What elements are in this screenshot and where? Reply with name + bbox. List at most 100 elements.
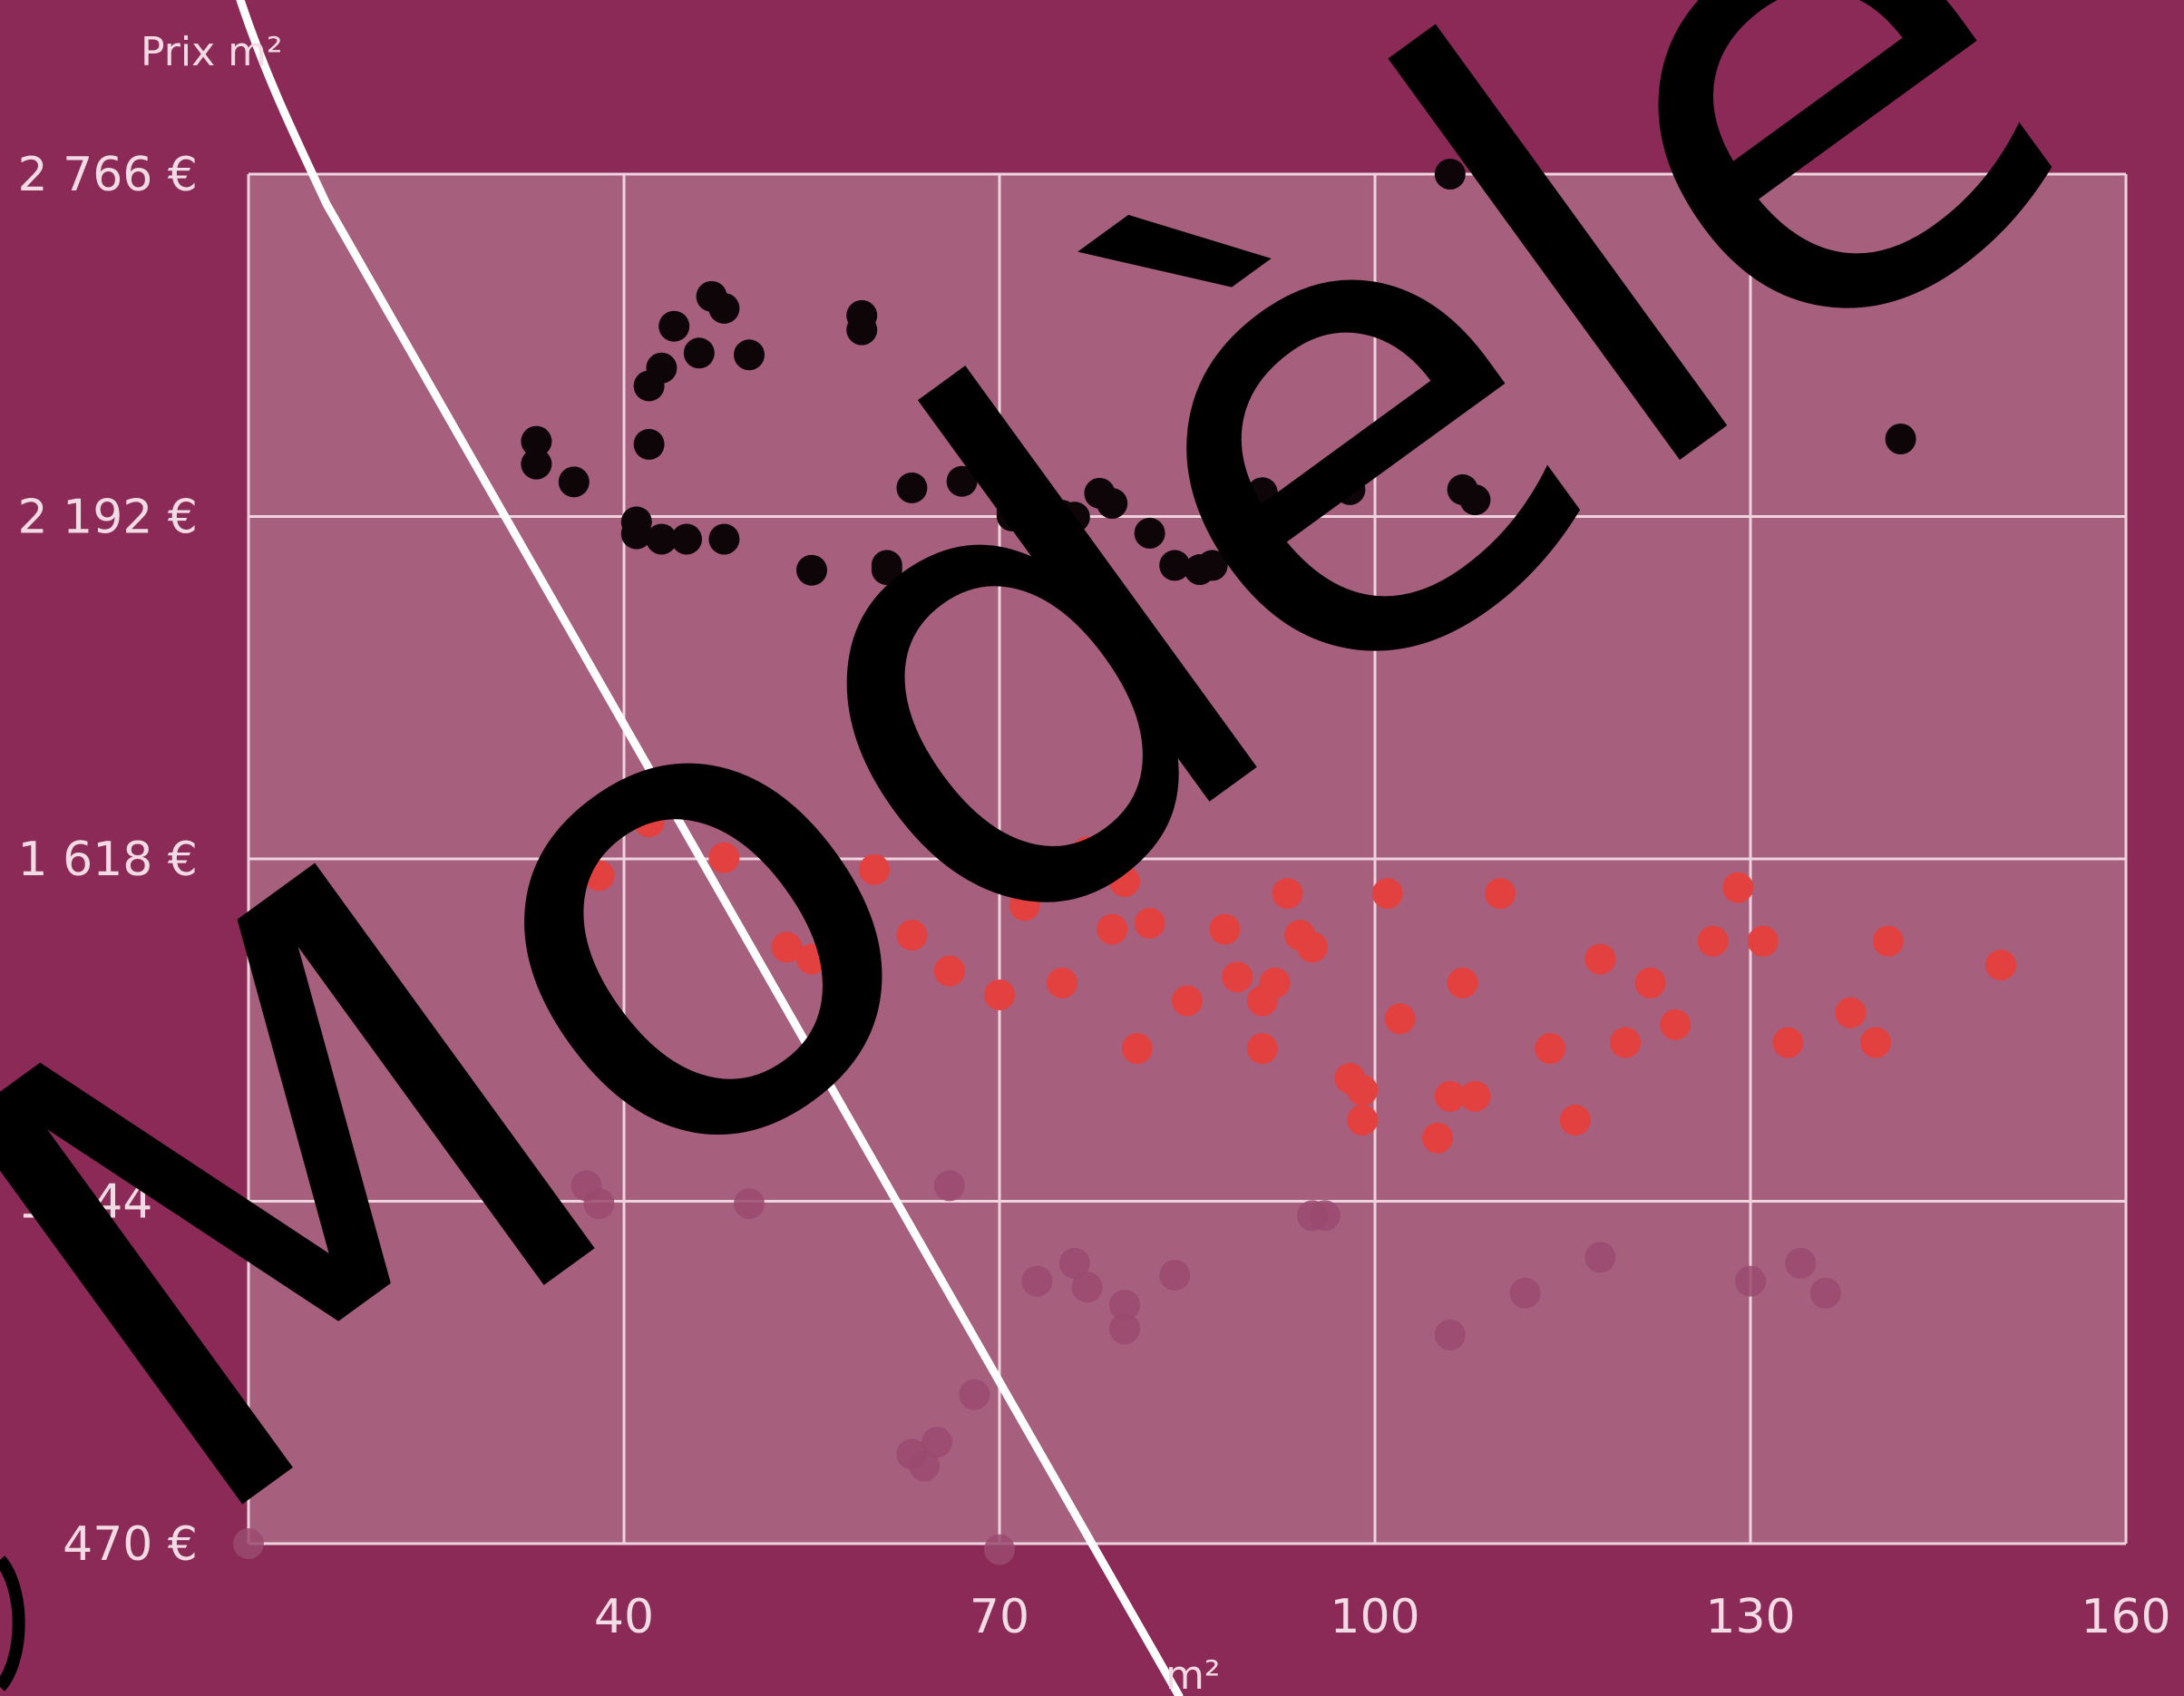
red-data-point [1610,1027,1641,1058]
red-data-point [1434,1080,1466,1112]
red-data-point [1559,1105,1591,1136]
faded-data-point [921,1427,952,1458]
red-data-point [1259,967,1291,999]
dark-data-point [633,428,665,460]
dark-data-point [521,448,552,480]
dark-data-point [1159,550,1191,581]
dark-data-point [1459,484,1491,516]
red-data-point [1009,890,1040,921]
red-data-point [1535,1033,1566,1065]
red-data-point [1634,967,1666,999]
red-data-point [933,955,965,987]
faded-data-point [1509,1277,1541,1309]
x-tick-label: 160 [2081,1590,2170,1644]
dark-data-point [871,550,902,581]
red-data-point [1660,1009,1692,1040]
x-tick-labels: 40 70 100 130 160 [594,1590,2171,1644]
faded-data-point [959,1379,990,1410]
faded-data-point [1785,1247,1817,1279]
y-tick-label: 470 € [63,1517,198,1572]
y-tick-label: 2 192 € [18,491,198,545]
red-data-point [1485,878,1516,910]
red-data-point [1985,950,2016,981]
red-data-point [1272,878,1303,910]
x-tick-label: 100 [1330,1590,1419,1644]
x-tick-label: 40 [594,1590,654,1644]
dark-data-point [646,523,678,555]
red-data-point [821,865,853,897]
red-data-point [1246,1033,1278,1065]
dark-data-point [1334,473,1366,505]
faded-data-point [1109,1289,1140,1321]
grid-lines [247,172,2128,1545]
faded-data-point [1109,1313,1140,1345]
dark-data-point [683,337,715,369]
faded-data-point [734,1188,765,1220]
red-data-point [984,979,1015,1010]
dark-data-point [1885,424,1916,455]
faded-data-point [583,1188,615,1220]
red-data-point [1835,997,1867,1028]
red-data-point [1071,836,1103,868]
red-data-point [583,860,615,892]
data-points [233,159,2016,1565]
y-axis-label: Prix m² [141,29,283,75]
y-tick-label: 2 766 € [18,148,198,202]
red-data-point [1447,967,1478,999]
faded-data-point [1159,1260,1191,1291]
red-data-point [1222,961,1253,993]
dark-data-point [671,523,702,555]
red-data-point [1134,908,1165,940]
red-data-point [1047,967,1077,999]
red-data-point [896,920,928,951]
x-tick-label: 70 [970,1590,1029,1644]
dark-data-point [521,425,552,457]
dark-data-point [1434,159,1466,190]
red-data-point [1722,872,1754,903]
red-data-point [683,776,715,808]
edge-arc [0,1555,25,1691]
red-data-point [1021,853,1053,885]
dark-data-point [846,314,878,346]
faded-data-point [1735,1265,1766,1297]
red-data-point [1347,1105,1379,1136]
dark-data-point [946,465,978,497]
red-data-point [1860,1027,1891,1058]
red-data-point [1384,1003,1416,1035]
dark-data-point [1134,517,1165,549]
red-data-point [1121,1033,1153,1065]
red-data-point [1347,1075,1379,1106]
trend-curve [236,0,1184,1696]
dark-data-point [708,523,740,555]
dark-data-point [1097,488,1128,520]
dark-data-point [1196,550,1228,581]
red-data-point [1109,865,1140,897]
x-axis-label: m² [1165,1652,1221,1696]
red-data-point [1422,1122,1453,1154]
red-data-point [758,824,790,855]
red-data-point [1459,1080,1491,1112]
dark-data-point [658,310,690,342]
dark-data-point [896,472,928,503]
faded-data-point [1309,1200,1341,1232]
red-data-point [596,788,628,820]
dark-data-point [796,554,827,586]
faded-data-point [933,1170,965,1202]
dark-data-point [620,518,652,550]
x-tick-label: 130 [1705,1590,1795,1644]
red-data-point [771,931,803,963]
red-data-point [1772,1027,1804,1058]
faded-data-point [1434,1319,1466,1350]
red-data-point [708,842,740,873]
dark-data-point [1246,477,1278,509]
red-data-point [1172,985,1203,1017]
faded-data-point [1071,1272,1103,1303]
red-data-point [1747,925,1779,957]
faded-data-point [984,1534,1015,1565]
red-data-point [859,853,890,885]
y-tick-label: 1 044 € [18,1175,198,1230]
red-data-point [1097,913,1128,945]
faded-data-point [1809,1277,1841,1309]
